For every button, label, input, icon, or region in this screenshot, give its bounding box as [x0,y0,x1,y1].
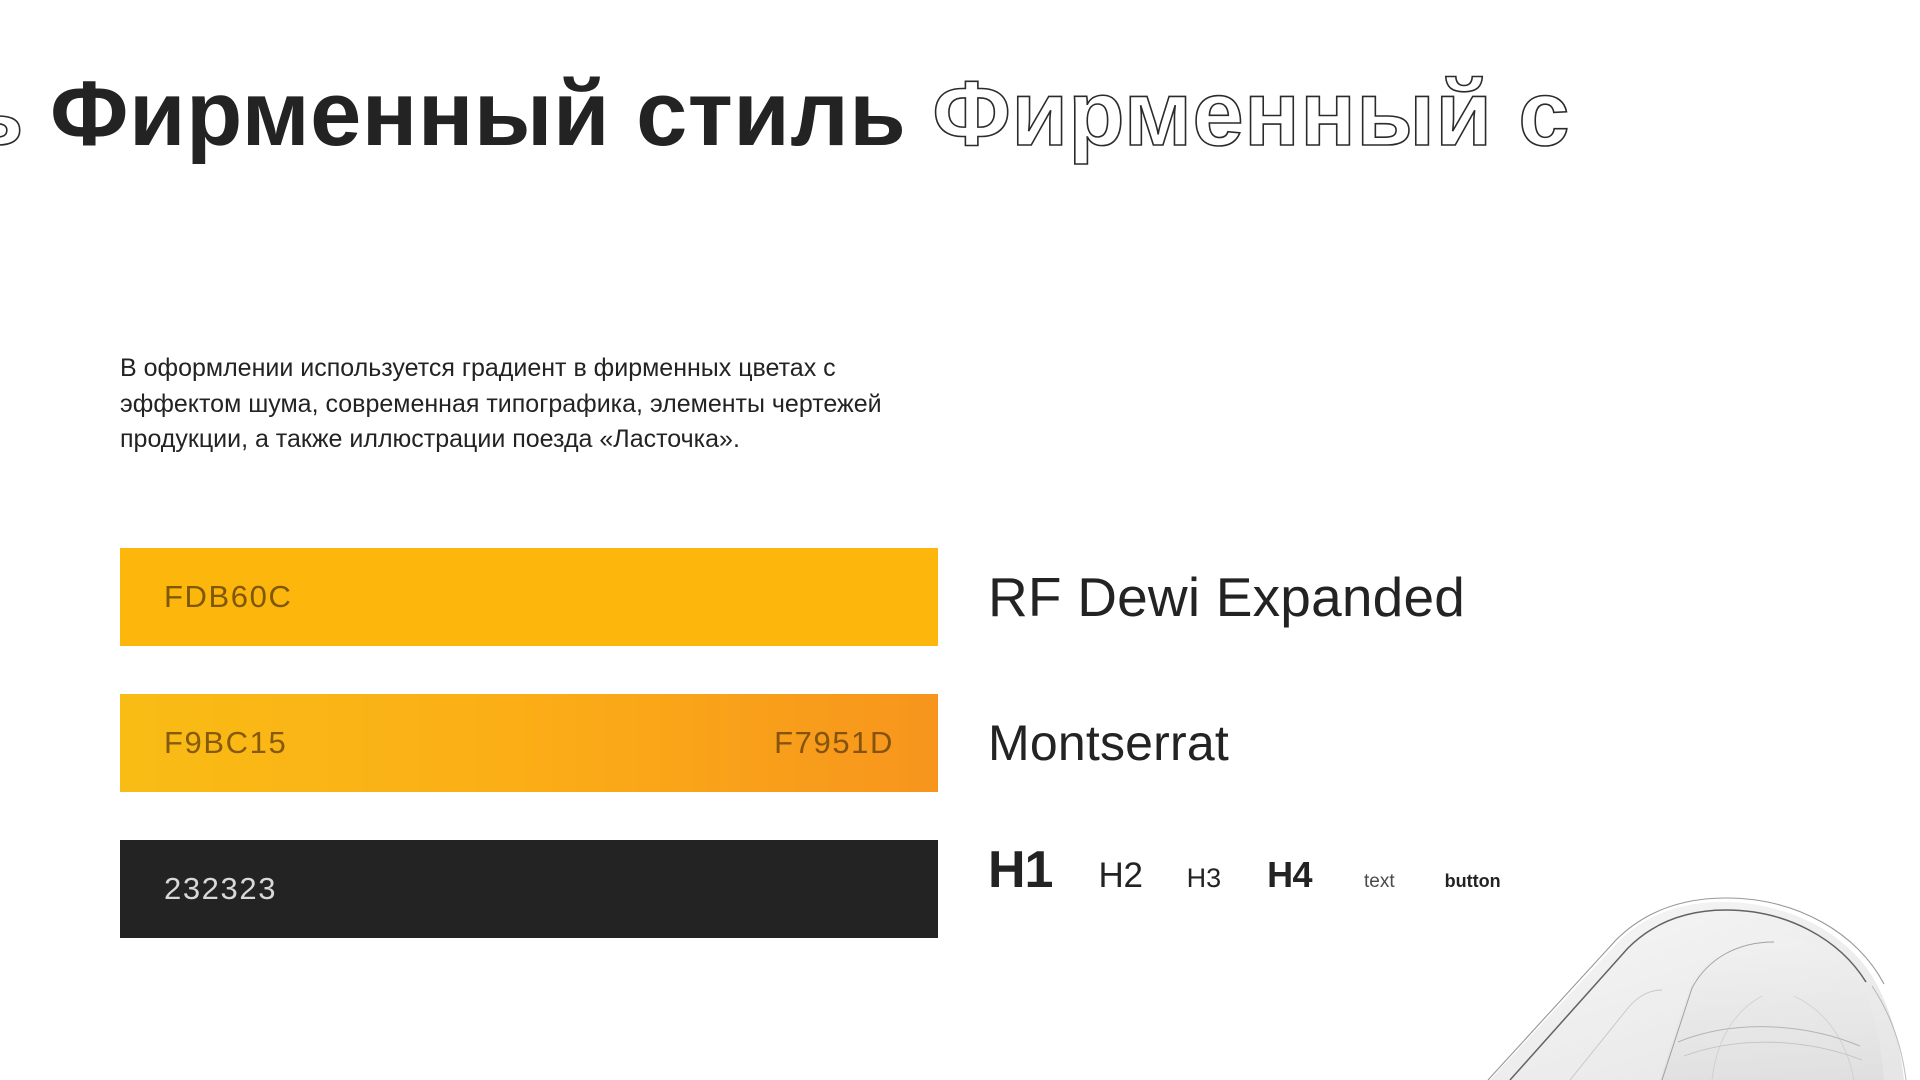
type-scale-button: button [1444,871,1501,891]
typography-column: RF Dewi Expanded Montserrat H1 H2 H3 H4 … [988,548,1868,938]
type-scale-h4: H4 [1267,854,1312,895]
marquee-track: льФирменныйстильФирменныйс [0,56,1570,172]
description-paragraph: В оформлении используется градиент в фир… [120,354,882,453]
marquee-header-band: льФирменныйстильФирменныйс [0,56,1920,172]
type-scale-h3: H3 [1186,863,1222,893]
marquee-word-solid-2: стиль [636,63,907,165]
color-swatch-label-left: 232323 [164,871,278,906]
marquee-fragment-right: с [1518,62,1571,166]
marquee-word-outline-1: Фирменный [932,62,1493,166]
type-scale-row: H1 H2 H3 H4 text button [988,840,1868,938]
color-swatch-brand-yellow: FDB60C [120,548,938,646]
color-swatch-brand-gradient: F9BC15 F7951D [120,694,938,792]
type-scale-h1: H1 [988,841,1053,899]
secondary-font-specimen: Montserrat [988,715,1229,771]
color-swatch-label-right: F7951D [774,725,894,760]
marquee-word-solid-1: Фирменный [50,63,611,165]
color-swatch-label-left: F9BC15 [164,725,288,760]
type-scale-h2: H2 [1098,856,1143,895]
primary-font-specimen: RF Dewi Expanded [988,566,1466,628]
color-swatch-brand-dark: 232323 [120,840,938,938]
color-swatch-label-left: FDB60C [164,579,293,614]
type-scale-text: text [1363,871,1395,892]
marquee-fragment-left: ль [0,56,24,172]
color-palette: FDB60C F9BC15 F7951D 232323 [120,548,938,938]
